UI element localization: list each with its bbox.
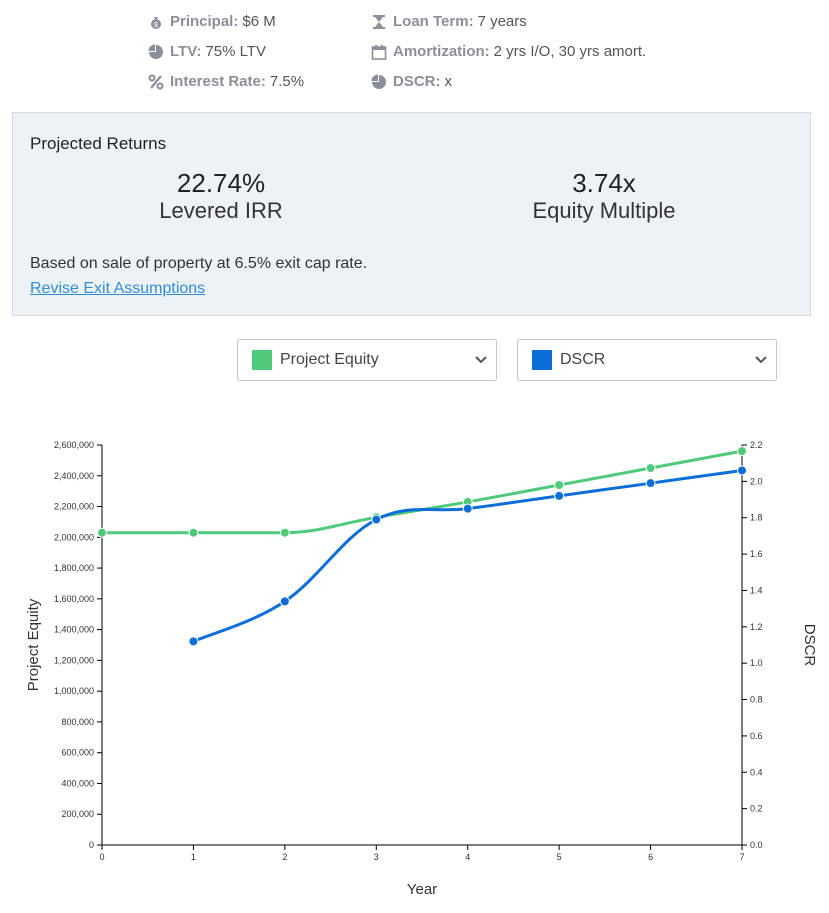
left-y-tick-label: 400,000: [61, 778, 94, 788]
chevron-down-icon[interactable]: [746, 350, 776, 370]
x-tick-label: 7: [739, 852, 744, 862]
right-y-tick-label: 0.6: [750, 731, 763, 741]
left-y-tick-label: 2,000,000: [54, 532, 94, 542]
x-tick-label: 3: [374, 852, 379, 862]
revise-exit-assumptions-link[interactable]: Revise Exit Assumptions: [30, 280, 206, 297]
equity-dscr-line-chart: 0 200,000 400,000 600,000 800,000 1,000,000 1,…: [25, 440, 818, 898]
hourglass-icon: [373, 14, 385, 29]
left-axis-series-select[interactable]: Project Equity: [237, 339, 497, 381]
dscr-point: [737, 465, 747, 476]
right-y-tick-label: 1.4: [750, 585, 763, 595]
left-y-tick-label: 1,800,000: [54, 563, 94, 573]
right-y-tick-label: 0.8: [750, 695, 763, 705]
right-y-tick-label: 2.2: [750, 440, 763, 450]
right-series-selected-label: DSCR: [560, 351, 606, 368]
left-y-tick-label: 0: [89, 840, 94, 850]
x-tick-label: 1: [191, 852, 196, 862]
levered-irr-value: 22.74%: [176, 168, 266, 198]
amortization-label: Amortization:: [393, 43, 490, 60]
principal-value: $6 M: [242, 13, 276, 30]
dscr-line: [192, 468, 743, 643]
money-bag-icon: $: [151, 16, 161, 29]
equity-multiple-label: Equity Multiple: [532, 198, 676, 223]
ltv-label: LTV:: [170, 43, 202, 60]
dscr-point: [188, 636, 199, 647]
exit-cap-note: Based on sale of property at 6.5% exit c…: [30, 255, 368, 272]
amortization-term: Amortization: 2 yrs I/O, 30 yrs amort.: [371, 43, 646, 60]
dscr-value: x: [444, 73, 453, 90]
pie-chart-icon: [371, 74, 386, 89]
project-equity-point: [645, 463, 656, 474]
x-tick-label: 2: [282, 852, 287, 862]
percent-icon: [148, 74, 164, 89]
interest-rate-term: Interest Rate: 7.5%: [148, 73, 304, 90]
ltv-term: LTV: 75% LTV: [148, 43, 266, 60]
dscr-point: [554, 490, 565, 501]
project-equity-point: [737, 446, 747, 457]
chevron-down-icon[interactable]: [466, 350, 496, 370]
right-y-tick-label: 1.0: [750, 658, 763, 668]
project-equity-point: [279, 527, 290, 538]
dscr-label: DSCR:: [393, 73, 441, 90]
loan-terms-summary: $ Principal: $6 M LTV: 75% LTV Interest …: [0, 0, 829, 100]
left-y-tick-label: 2,400,000: [54, 471, 94, 481]
left-y-tick-label: 1,600,000: [54, 594, 94, 604]
left-y-axis-label: Project Equity: [25, 598, 42, 691]
loan-term-value: 7 years: [477, 13, 527, 30]
right-y-tick-label: 0.0: [750, 840, 763, 850]
right-y-tick-label: 0.2: [750, 804, 763, 814]
left-series-selected-label: Project Equity: [280, 351, 379, 368]
equity-multiple-metric: 3.74x Equity Multiple: [474, 168, 734, 224]
left-y-tick-label: 200,000: [61, 809, 94, 819]
principal-label: Principal:: [170, 13, 239, 30]
ltv-value: 75% LTV: [205, 43, 266, 60]
x-axis-label: Year: [407, 881, 437, 898]
calendar-icon: [371, 44, 387, 60]
dscr-point: [462, 503, 473, 514]
principal-term: $ Principal: $6 M: [148, 13, 276, 30]
right-y-tick-label: 0.4: [750, 767, 763, 777]
dscr-point: [371, 514, 382, 525]
right-y-tick-label: 1.6: [750, 549, 763, 559]
pie-chart-icon: [148, 44, 163, 59]
left-y-tick-label: 800,000: [61, 717, 94, 727]
interest-rate-value: 7.5%: [269, 73, 305, 90]
x-tick-label: 4: [465, 852, 470, 862]
left-y-tick-label: 1,200,000: [54, 655, 94, 665]
right-axis-series-select[interactable]: DSCR: [517, 339, 777, 381]
levered-irr-metric: 22.74% Levered IRR: [91, 168, 351, 224]
x-tick-label: 6: [648, 852, 653, 862]
dscr-swatch: [532, 350, 552, 370]
dscr-point: [279, 596, 290, 607]
loan-term-term: Loan Term: 7 years: [371, 13, 527, 30]
loan-term-label: Loan Term:: [393, 13, 474, 30]
levered-irr-label: Levered IRR: [159, 198, 283, 223]
project-equity-point: [554, 480, 565, 490]
equity-multiple-value: 3.74x: [572, 168, 636, 198]
x-tick-label: 0: [99, 852, 104, 862]
right-y-tick-label: 2.0: [750, 476, 763, 486]
interest-rate-label: Interest Rate:: [170, 73, 266, 90]
left-y-tick-label: 2,600,000: [54, 440, 94, 450]
dscr-term: DSCR: x: [371, 73, 452, 90]
svg-text:$: $: [154, 22, 158, 29]
x-tick-label: 5: [557, 852, 562, 862]
right-y-tick-label: 1.2: [750, 622, 763, 632]
amortization-value: 2 yrs I/O, 30 yrs amort.: [493, 43, 647, 60]
left-y-tick-label: 1,000,000: [54, 686, 94, 696]
project-equity-swatch: [252, 350, 272, 370]
left-y-tick-label: 2,200,000: [54, 502, 94, 512]
project-equity-point: [97, 527, 107, 538]
project-equity-point: [188, 527, 199, 538]
projected-returns-title: Projected Returns: [30, 134, 167, 153]
left-y-tick-label: 1,400,000: [54, 625, 94, 635]
left-y-tick-label: 600,000: [61, 748, 94, 758]
right-y-axis-label: DSCR: [801, 624, 818, 667]
project-equity-line: [102, 449, 743, 535]
dscr-point: [645, 478, 656, 489]
right-y-tick-label: 1.8: [750, 513, 763, 523]
projected-returns-card: Projected Returns 22.74% Levered IRR 3.7…: [12, 112, 811, 316]
